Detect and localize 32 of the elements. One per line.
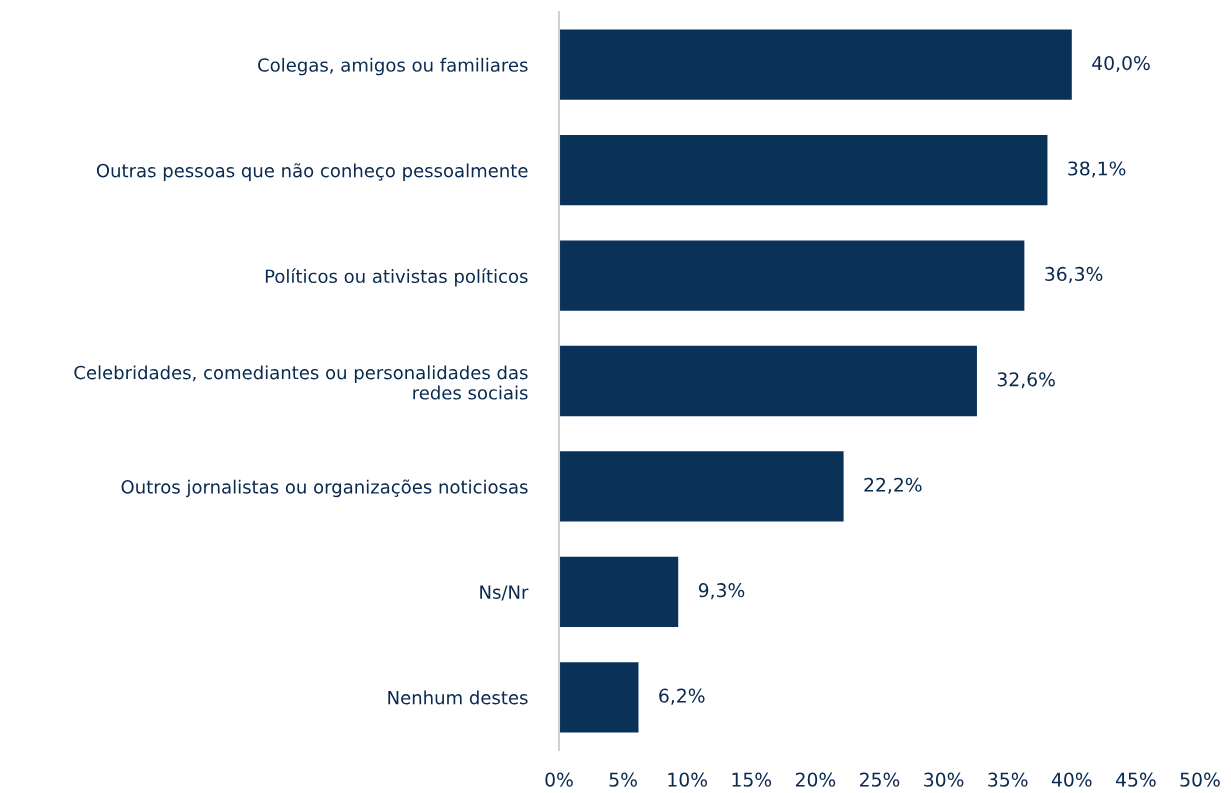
data-label: 22,2%: [864, 477, 922, 494]
y-tick-label: Políticos ou ativistas políticos: [265, 268, 528, 287]
y-tick-label: Celebridades, comediantes ou personalidades das redes sociais: [74, 365, 528, 400]
data-label: 38,1%: [1068, 161, 1126, 178]
bar: [559, 556, 679, 628]
bar: [559, 134, 1048, 206]
x-tick-label: 30%: [924, 772, 964, 787]
x-tick-label: 25%: [860, 772, 900, 787]
bar: [559, 662, 639, 733]
y-tick-label: Ns/Nr: [480, 585, 529, 601]
data-label: 36,3%: [1045, 266, 1103, 283]
x-tick-label: 45%: [1115, 772, 1156, 787]
data-label: 32,6%: [997, 372, 1055, 389]
y-tick-label: Outras pessoas que não conheço pessoalmente: [96, 163, 528, 181]
x-tick-label: 15%: [732, 772, 772, 787]
bar: [559, 29, 1072, 100]
x-tick-label: 5%: [609, 772, 637, 787]
x-tick-label: 20%: [795, 772, 836, 787]
data-label: 6,2%: [659, 688, 705, 705]
bar: [559, 345, 977, 417]
y-tick-label: Outros jornalistas ou organizações noticiosas: [121, 479, 528, 498]
bar: [559, 240, 1025, 311]
y-tick-label: Colegas, amigos ou familiares: [258, 57, 528, 76]
data-label: 9,3%: [698, 583, 745, 600]
data-label: 40,0%: [1092, 55, 1150, 73]
x-tick-label: 35%: [988, 772, 1028, 787]
bar: [559, 451, 844, 522]
y-tick-label: Nenhum destes: [388, 690, 528, 705]
x-tick-label: 50%: [1180, 772, 1220, 787]
x-tick-label: 40%: [1051, 772, 1092, 787]
x-tick-label: 0%: [545, 772, 573, 787]
x-tick-label: 10%: [668, 772, 707, 787]
